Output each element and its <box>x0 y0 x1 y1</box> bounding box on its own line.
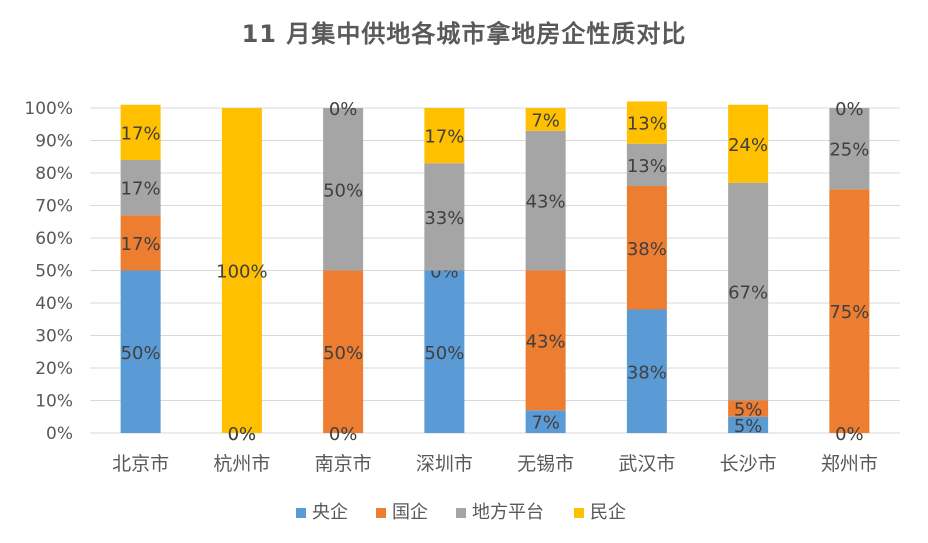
legend-swatch <box>574 508 584 518</box>
x-category-label: 深圳市 <box>416 453 473 475</box>
bar-segment-民企 <box>525 108 566 131</box>
data-label: 38% <box>627 239 667 260</box>
bar-segment-民企 <box>424 108 465 164</box>
y-tick-label: 20% <box>35 359 73 379</box>
legend-label: 央企 <box>312 502 348 523</box>
y-tick-label: 0% <box>46 424 73 444</box>
bar-segment-国企 <box>525 270 566 411</box>
data-label: 67% <box>728 283 768 304</box>
legend-swatch <box>456 508 466 518</box>
data-label: 17% <box>424 127 464 148</box>
data-label: 17% <box>121 234 161 255</box>
y-tick-label: 30% <box>35 327 73 347</box>
data-label: 17% <box>121 123 161 144</box>
chart-title: 11 月集中供地各城市拿地房企性质对比 <box>241 20 687 48</box>
legend-label: 国企 <box>392 502 428 523</box>
data-label: 17% <box>121 179 161 200</box>
legend-swatch <box>296 508 306 518</box>
y-tick-label: 50% <box>35 262 73 282</box>
data-label: 0% <box>329 99 358 120</box>
data-label: 50% <box>323 343 363 364</box>
x-category-label: 北京市 <box>112 453 169 475</box>
y-tick-label: 90% <box>35 132 73 152</box>
legend-swatch <box>376 508 386 518</box>
data-label: 7% <box>531 110 560 131</box>
y-tick-label: 40% <box>35 294 73 314</box>
x-category-label: 南京市 <box>315 453 372 475</box>
y-tick-label: 70% <box>35 197 73 217</box>
bar-segment-民企 <box>120 104 161 160</box>
x-category-label: 武汉市 <box>618 453 675 475</box>
data-label: 13% <box>627 114 667 135</box>
bar-segment-地方平台 <box>424 163 465 271</box>
data-label: 43% <box>526 331 566 352</box>
data-label: 38% <box>627 362 667 383</box>
data-label: 0% <box>835 99 864 120</box>
data-label: 50% <box>323 180 363 201</box>
bar-segment-地方平台 <box>120 160 161 216</box>
data-label: 5% <box>734 416 763 437</box>
bar-segment-民企 <box>626 101 667 144</box>
bar-segment-国企 <box>323 270 364 433</box>
data-label: 0% <box>228 424 257 445</box>
x-category-label: 杭州市 <box>213 453 270 475</box>
data-label: 24% <box>728 135 768 156</box>
bar-segment-民企 <box>221 108 262 433</box>
bar-segment-国企 <box>120 215 161 271</box>
data-label: 50% <box>424 343 464 364</box>
bar-segment-央企 <box>626 309 667 433</box>
bar-segment-国企 <box>829 189 870 433</box>
data-label: 33% <box>424 208 464 229</box>
data-label: 100% <box>216 262 267 283</box>
data-label: 7% <box>531 413 560 434</box>
x-category-label: 无锡市 <box>517 453 574 475</box>
data-label: 50% <box>121 343 161 364</box>
data-label: 0% <box>329 424 358 445</box>
x-category-label: 郑州市 <box>821 453 878 475</box>
legend-label: 地方平台 <box>472 502 544 523</box>
bar-segment-央企 <box>728 416 769 433</box>
bar-segment-央企 <box>120 270 161 433</box>
data-label: 25% <box>829 140 869 161</box>
bar-segment-地方平台 <box>323 108 364 271</box>
bar-segment-地方平台 <box>829 108 870 190</box>
y-tick-label: 10% <box>35 392 73 412</box>
bar-segment-国企 <box>626 186 667 310</box>
data-label: 43% <box>526 192 566 213</box>
x-category-label: 长沙市 <box>720 453 777 475</box>
bar-segment-央企 <box>424 270 465 433</box>
data-label: 13% <box>627 156 667 177</box>
bar-segment-地方平台 <box>626 143 667 186</box>
y-tick-label: 60% <box>35 229 73 249</box>
y-tick-label: 100% <box>24 99 73 119</box>
bar-segment-民企 <box>728 104 769 183</box>
data-label: 5% <box>734 400 763 421</box>
data-label: 75% <box>829 302 869 323</box>
bar-segment-国企 <box>728 400 769 417</box>
legend-label: 民企 <box>590 502 626 523</box>
y-tick-label: 80% <box>35 164 73 184</box>
data-label: 0% <box>835 424 864 445</box>
bar-segment-地方平台 <box>728 182 769 401</box>
bar-segment-地方平台 <box>525 130 566 271</box>
bar-segment-央企 <box>525 410 566 433</box>
